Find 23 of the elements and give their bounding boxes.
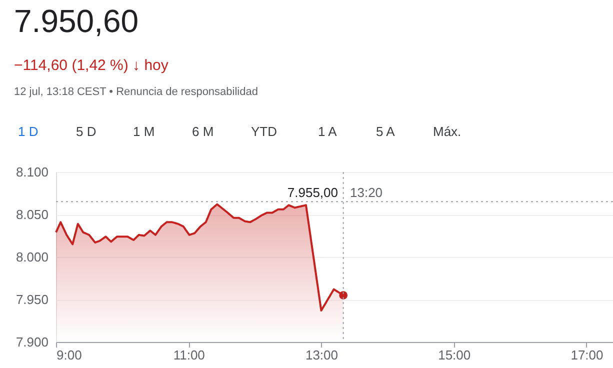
x-tick-label: 9:00 [56, 348, 82, 362]
annotation: 7.955,00 [287, 185, 338, 200]
x-tick-label: 15:00 [438, 348, 471, 362]
y-tick-label: 8.100 [16, 164, 48, 180]
x-tick-label: 11:00 [173, 348, 205, 362]
annotation: 13:20 [350, 185, 383, 200]
chart-subtitle: −114,60 (1,42 %) ↓ hoy [14, 57, 169, 74]
text: Máx. [433, 124, 462, 139]
x-tick-label: 17:00 [570, 348, 604, 362]
y-tick-label: 8.050 [16, 207, 48, 222]
y-tick-label: 8.000 [16, 250, 48, 264]
y-tick-label: 7.950 [16, 292, 48, 307]
x-tick-label: 13:00 [305, 348, 338, 362]
text: 1 M [133, 124, 155, 139]
chart-title: 7.950,60 [14, 3, 139, 39]
text: 6 M [192, 124, 214, 139]
text: 1 A [318, 124, 338, 139]
text: 5 D [76, 124, 96, 139]
text: 12 jul, 13:18 CEST • Renuncia de responsabilidad [14, 86, 258, 98]
text: 5 A [376, 124, 396, 139]
text: YTD [251, 124, 277, 139]
text: 1 D [18, 124, 38, 139]
y-tick-label: 7.900 [16, 334, 48, 350]
